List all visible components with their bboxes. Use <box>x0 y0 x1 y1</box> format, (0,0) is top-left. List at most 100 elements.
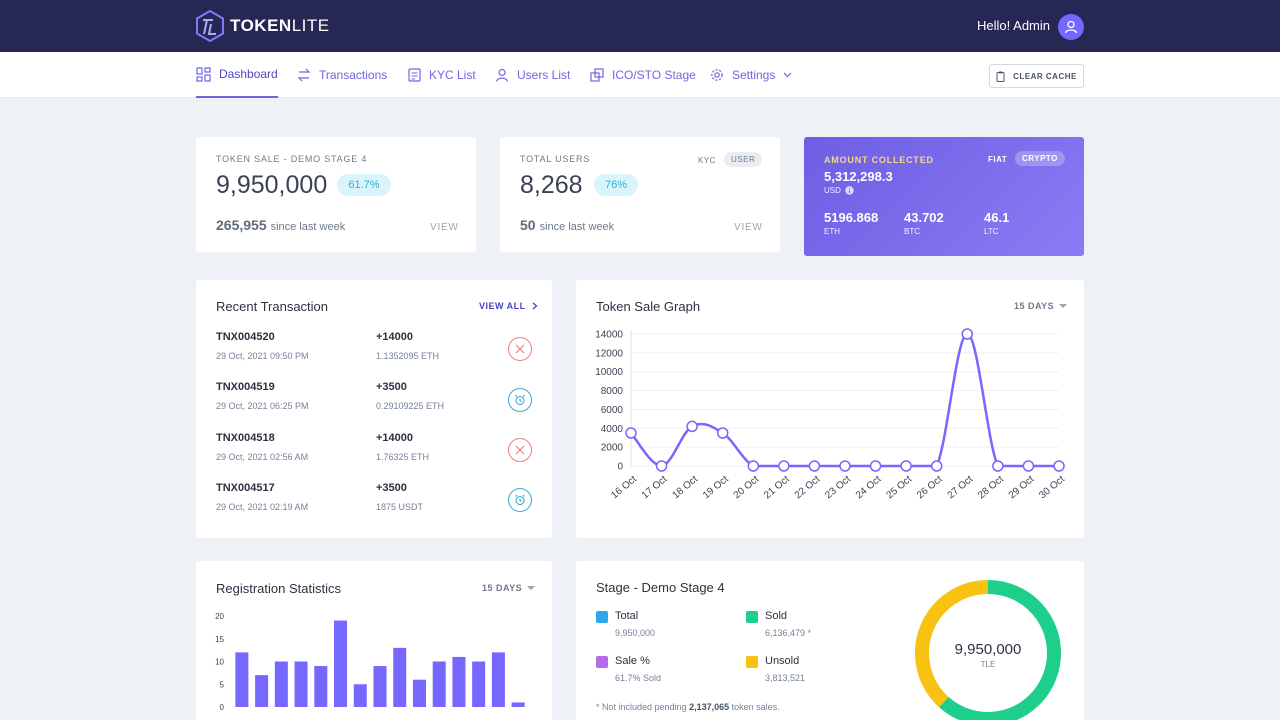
tx-amount: +3500 <box>376 381 407 393</box>
legend-name-sold: Sold <box>765 610 788 622</box>
recent-transaction-title: Recent Transaction <box>216 299 329 314</box>
bar[interactable] <box>235 652 249 707</box>
nav-ico-sto-stage[interactable]: ICO/STO Stage <box>590 52 696 98</box>
eth-unit: ETH <box>824 227 840 236</box>
y-tick-label: 14000 <box>595 330 623 341</box>
x-tick-label: 29 Oct <box>1007 474 1037 502</box>
tx-amount: +3500 <box>376 482 407 494</box>
bar[interactable] <box>314 666 328 707</box>
nav-label: Transactions <box>319 68 388 82</box>
token-graph-range-select[interactable]: 15 DAYS <box>1014 301 1068 311</box>
token-sale-view-link[interactable]: VIEW <box>430 222 459 233</box>
nav-users-list[interactable]: Users List <box>495 52 570 98</box>
bar[interactable] <box>294 661 308 708</box>
tx-id: TNX004519 <box>216 381 275 393</box>
ltc-unit: LTC <box>984 227 999 236</box>
toggle-crypto[interactable]: CRYPTO <box>1015 151 1065 166</box>
tx-id: TNX004518 <box>216 432 275 444</box>
data-point[interactable] <box>625 427 637 439</box>
nav-kyc-list[interactable]: KYC List <box>408 52 476 98</box>
user-avatar[interactable] <box>1058 14 1084 40</box>
bar[interactable] <box>353 684 367 707</box>
view-all-link[interactable]: VIEW ALL <box>479 301 538 311</box>
total-users-value: 8,268 <box>520 171 583 199</box>
y-tick-label: 0 <box>220 703 225 712</box>
bar[interactable] <box>255 675 269 707</box>
brand-name: TOKENLITE <box>230 16 330 35</box>
data-point[interactable] <box>716 427 729 439</box>
stage-icon <box>590 68 604 82</box>
stage-card: Stage - Demo Stage 4 Total 9,950,000 Sol… <box>576 561 1084 720</box>
tab-user[interactable]: USER <box>724 152 763 167</box>
token-sale-line-chart: 0 2000 4000 6000 8000 10000 12000 14000 16 Oct 17… <box>595 328 1067 502</box>
bar[interactable] <box>393 647 407 707</box>
usd-value: 5,312,298.3 <box>824 169 893 184</box>
data-point[interactable] <box>992 460 1004 472</box>
clear-cache-button[interactable]: CLEAR CACHE <box>989 64 1084 88</box>
y-tick-label: 4000 <box>601 424 624 435</box>
y-tick-label: 6000 <box>601 405 624 416</box>
data-point[interactable] <box>808 460 821 472</box>
donut-unit: TLE <box>980 660 996 669</box>
bar[interactable] <box>452 656 466 707</box>
y-tick-label: 12000 <box>595 348 623 359</box>
data-point[interactable] <box>778 460 790 472</box>
tx-status-cancel[interactable] <box>508 438 532 462</box>
data-point[interactable] <box>686 420 698 433</box>
x-tick-label: 22 Oct <box>793 474 823 502</box>
bar[interactable] <box>491 652 505 707</box>
amount-label: AMOUNT COLLECTED <box>824 155 934 165</box>
tx-sub-amount: 1.76325 ETH <box>376 452 430 462</box>
users-icon <box>495 68 509 82</box>
bar[interactable] <box>511 702 525 707</box>
transactions-icon <box>297 68 311 82</box>
brand-logo[interactable]: TOKENLITE <box>196 10 330 42</box>
bar[interactable] <box>412 679 426 707</box>
legend-name-unsold: Unsold <box>765 655 800 667</box>
toggle-fiat[interactable]: FIAT <box>988 155 1008 164</box>
token-sale-percent-badge: 61.7% <box>337 174 391 196</box>
tab-kyc[interactable]: KYC <box>698 156 716 165</box>
legend-value-total: 9,950,000 <box>615 628 656 638</box>
nav-transactions[interactable]: Transactions <box>297 52 387 98</box>
bar[interactable] <box>274 661 288 708</box>
data-point[interactable] <box>900 460 912 472</box>
data-point[interactable] <box>655 460 668 472</box>
legend-value-sold: 6,136,479 * <box>765 628 812 638</box>
data-point[interactable] <box>1022 460 1035 472</box>
data-point[interactable] <box>839 460 851 472</box>
data-point[interactable] <box>1053 460 1065 472</box>
total-users-week: 50 since last week <box>520 217 615 233</box>
data-point[interactable] <box>747 460 760 472</box>
donut-slice[interactable] <box>939 580 1061 720</box>
nav-label: ICO/STO Stage <box>612 68 696 82</box>
tx-status-pending[interactable] <box>508 488 532 512</box>
donut-slice[interactable] <box>915 580 989 708</box>
data-point[interactable] <box>961 328 974 340</box>
data-point[interactable] <box>930 460 943 472</box>
tx-id: TNX004520 <box>216 331 275 343</box>
bar[interactable] <box>432 661 446 708</box>
x-tick-label: 17 Oct <box>640 474 670 502</box>
data-point[interactable] <box>869 460 882 472</box>
registration-range-select[interactable]: 15 DAYS <box>482 583 536 593</box>
nav-settings[interactable]: Settings <box>710 52 792 98</box>
amount-collected-card: AMOUNT COLLECTED FIAT CRYPTO 5,312,298.3… <box>804 137 1084 256</box>
tx-id: TNX004517 <box>216 482 275 494</box>
tx-status-pending[interactable] <box>508 388 532 412</box>
nav-label: Settings <box>732 68 776 82</box>
btc-value: 43.702 <box>904 210 944 225</box>
tx-date: 29 Oct, 2021 02:19 AM <box>216 502 309 512</box>
stage-title: Stage - Demo Stage 4 <box>596 580 725 595</box>
tx-status-cancel[interactable] <box>508 337 532 361</box>
bar[interactable] <box>373 666 387 707</box>
bar[interactable] <box>334 620 348 707</box>
info-icon[interactable] <box>845 186 854 195</box>
total-users-label: TOTAL USERS <box>520 154 591 164</box>
nav-dashboard[interactable]: Dashboard <box>196 52 278 98</box>
y-tick-label: 10 <box>215 658 224 667</box>
total-users-view-link[interactable]: VIEW <box>734 222 763 233</box>
recent-transaction-card: Recent Transaction VIEW ALL TNX004520 29… <box>196 280 552 538</box>
series-line <box>630 332 1059 468</box>
bar[interactable] <box>472 661 486 708</box>
